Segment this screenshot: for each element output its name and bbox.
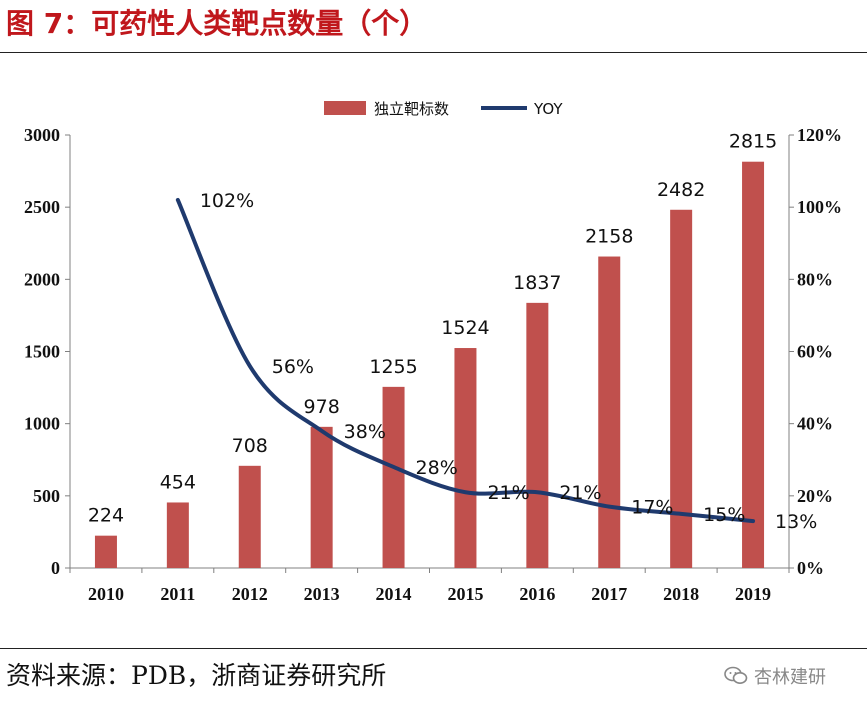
bar (598, 256, 621, 568)
watermark-text: 杏林建研 (754, 667, 826, 688)
bar (382, 386, 405, 568)
yoy-data-label: 56% (272, 356, 314, 378)
right-axis-tick-label: 40% (797, 414, 833, 434)
bar-data-label: 454 (160, 471, 196, 493)
wechat-icon (724, 666, 748, 686)
bar-data-label: 1255 (369, 356, 417, 378)
x-axis-tick-label: 2011 (160, 584, 195, 604)
bar-data-label: 1524 (441, 317, 489, 339)
x-axis-tick-label: 2013 (304, 584, 340, 604)
bar-data-label: 1837 (513, 272, 561, 294)
bar (526, 302, 549, 568)
bar (454, 348, 477, 568)
bar-data-label: 2815 (729, 131, 777, 153)
x-axis-tick-label: 2017 (591, 584, 627, 604)
chart: 0 500 1000 1500 2000 2500 3000 0% 20% 40% 60% 80% 10… (24, 100, 842, 604)
legend-bar-label: 独立靶标数 (374, 100, 449, 118)
yoy-data-label: 21% (487, 482, 529, 504)
yoy-data-label: 15% (703, 504, 745, 526)
x-axis-tick-label: 2019 (735, 584, 771, 604)
left-axis-tick-label: 0 (51, 558, 60, 578)
source-divider (0, 648, 867, 649)
yoy-data-label: 17% (631, 497, 673, 519)
left-axis-tick-label: 2500 (24, 197, 60, 217)
right-axis-tick-label: 20% (797, 486, 833, 506)
bar (166, 502, 189, 568)
left-axis-tick-label: 1000 (24, 414, 60, 434)
right-axis-tick-label: 100% (797, 197, 842, 217)
x-axis-tick-label: 2016 (519, 584, 555, 604)
legend-line-label: YOY (533, 100, 563, 118)
bar-data-label: 978 (304, 396, 340, 418)
bar (742, 161, 765, 568)
x-axis-tick-label: 2014 (376, 584, 412, 604)
yoy-data-label: 102% (200, 190, 254, 212)
bar-data-label: 708 (232, 435, 268, 457)
yoy-data-label: 21% (559, 482, 601, 504)
yoy-data-label: 38% (344, 421, 386, 443)
x-axis-tick-label: 2010 (88, 584, 124, 604)
left-axis-tick-label: 1500 (24, 342, 60, 362)
bar (238, 465, 261, 568)
left-axis-tick-label: 500 (33, 486, 60, 506)
yoy-line (175, 197, 756, 524)
yoy-data-label: 13% (775, 511, 817, 533)
bar (310, 426, 333, 568)
title-divider (0, 52, 867, 53)
x-axis-tick-label: 2015 (447, 584, 483, 604)
right-axis-tick-label: 120% (797, 125, 842, 145)
bar (94, 535, 117, 568)
bar-data-label: 224 (88, 505, 124, 527)
right-axis-tick-label: 80% (797, 269, 833, 289)
bar-data-label: 2482 (657, 179, 705, 201)
x-axis-tick-label: 2012 (232, 584, 268, 604)
watermark: 杏林建研 (724, 660, 826, 692)
left-axis-tick-label: 3000 (24, 125, 60, 145)
figure-title: 图 7：可药性人类靶点数量（个） (6, 7, 428, 40)
x-axis-tick-label: 2018 (663, 584, 699, 604)
bar-data-label: 2158 (585, 226, 633, 248)
source-note: 资料来源：PDB，浙商证券研究所 (6, 661, 387, 690)
right-axis-tick-label: 0% (797, 558, 824, 578)
right-axis-tick-label: 60% (797, 342, 833, 362)
yoy-data-label: 28% (416, 457, 458, 479)
legend-bar-swatch (324, 101, 366, 115)
bar (670, 209, 693, 569)
left-axis-tick-label: 2000 (24, 269, 60, 289)
